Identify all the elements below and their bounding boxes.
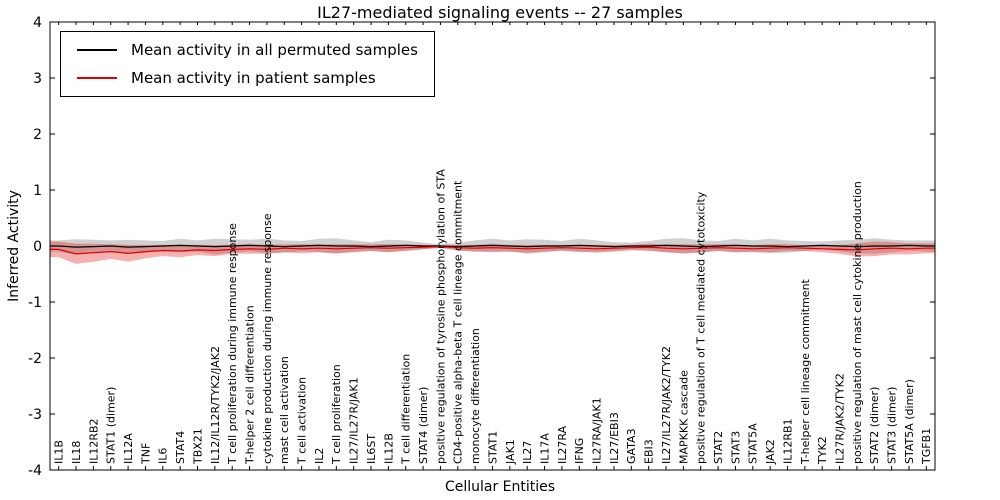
x-tick-label: IL12A: [122, 433, 135, 464]
y-tick-label: 3: [33, 71, 42, 87]
y-tick-label: -2: [28, 351, 42, 367]
x-tick-label: IL27/IL27R/JAK2/TYK2: [660, 346, 673, 464]
x-tick-label: IL12RB1: [781, 418, 794, 464]
x-tick-label: IL6ST: [365, 434, 378, 464]
x-tick-label: IFNG: [573, 438, 586, 464]
legend-item-permuted: Mean activity in all permuted samples: [77, 41, 418, 59]
legend-line-red: [77, 77, 117, 79]
x-tick-label: IL27: [521, 441, 534, 464]
x-tick-label: T-helper 2 cell differentiation: [243, 305, 256, 465]
y-tick-label: 4: [33, 15, 42, 31]
x-tick-label: STAT1: [486, 431, 499, 464]
confidence-band-permuted: [50, 238, 935, 255]
x-tick-label: IL1B: [53, 440, 66, 464]
x-tick-label: positive regulation of T cell mediated c…: [695, 191, 708, 464]
x-tick-label: IL17A: [538, 433, 551, 464]
x-tick-label: positive regulation of mast cell cytokin…: [851, 181, 864, 464]
x-tick-label: IL27/EBI3: [608, 412, 621, 464]
x-tick-label: STAT2: [712, 431, 725, 464]
x-tick-label: TYK2: [816, 436, 829, 465]
x-tick-label: EBI3: [643, 439, 656, 464]
x-tick-label: IL27/IL27R/JAK1: [348, 377, 361, 464]
y-axis-label: Inferred Activity: [6, 190, 22, 302]
legend-label-permuted: Mean activity in all permuted samples: [131, 41, 418, 59]
legend-label-patient: Mean activity in patient samples: [131, 69, 376, 87]
x-tick-label: CD4-positive alpha-beta T cell lineage c…: [452, 180, 465, 464]
x-tick-label: positive regulation of tyrosine phosphor…: [434, 169, 447, 464]
x-tick-label: T cell proliferation during immune respo…: [226, 223, 239, 465]
y-tick-label: 2: [33, 127, 42, 143]
y-tick-label: 1: [33, 183, 42, 199]
x-tick-label: TBX21: [191, 428, 204, 465]
x-tick-label: JAK1: [504, 439, 517, 465]
x-tick-label: JAK2: [764, 439, 777, 465]
x-tick-label: IL12RB2: [87, 418, 100, 464]
x-tick-label: IL18: [70, 441, 83, 464]
legend: Mean activity in all permuted samples Me…: [60, 31, 435, 97]
x-tick-label: mast cell activation: [278, 356, 291, 464]
x-tick-label: MAPKKK cascade: [677, 370, 690, 464]
x-tick-label: IL2: [313, 448, 326, 464]
legend-item-patient: Mean activity in patient samples: [77, 69, 418, 87]
chart-title: IL27-mediated signaling events -- 27 sam…: [317, 3, 683, 22]
x-tick-label: STAT5A (dimer): [903, 379, 916, 464]
x-tick-label: TNF: [139, 443, 152, 465]
x-tick-label: IL27R/JAK2/TYK2: [833, 373, 846, 464]
x-tick-label: T cell differentiation: [400, 354, 413, 465]
x-tick-label: IL12B: [382, 433, 395, 464]
x-tick-label: T-helper cell lineage commitment: [799, 278, 812, 465]
x-tick-label: STAT3 (dimer): [885, 387, 898, 464]
x-tick-label: TGFB1: [920, 428, 933, 465]
x-tick-label: cytokine production during immune respon…: [261, 213, 274, 464]
x-tick-label: IL27RA/JAK1: [590, 397, 603, 464]
x-tick-label: IL6: [157, 448, 170, 464]
x-tick-label: STAT4 (dimer): [417, 387, 430, 464]
x-tick-label: monocyte differentiation: [469, 328, 482, 464]
x-tick-label: IL12/IL12R/TYK2/JAK2: [209, 346, 222, 464]
y-tick-label: -4: [28, 463, 42, 479]
x-tick-label: STAT4: [174, 431, 187, 464]
x-tick-label: STAT5A: [747, 423, 760, 464]
x-tick-label: IL27RA: [556, 425, 569, 464]
x-tick-label: STAT1 (dimer): [105, 387, 118, 464]
x-tick-label: T cell proliferation: [330, 364, 343, 465]
x-axis-label: Cellular Entities: [444, 479, 556, 495]
x-tick-label: STAT2 (dimer): [868, 387, 881, 464]
confidence-band-patient: [50, 241, 935, 264]
legend-line-black: [77, 49, 117, 51]
x-tick-label: T cell activation: [295, 377, 308, 465]
y-tick-label: -3: [28, 407, 42, 423]
x-tick-label: STAT3: [729, 431, 742, 464]
y-tick-label: -1: [28, 295, 42, 311]
mean-line-permuted: [50, 244, 935, 248]
x-tick-label: GATA3: [625, 428, 638, 464]
y-tick-label: 0: [33, 239, 42, 255]
mean-line-patient: [50, 245, 935, 255]
